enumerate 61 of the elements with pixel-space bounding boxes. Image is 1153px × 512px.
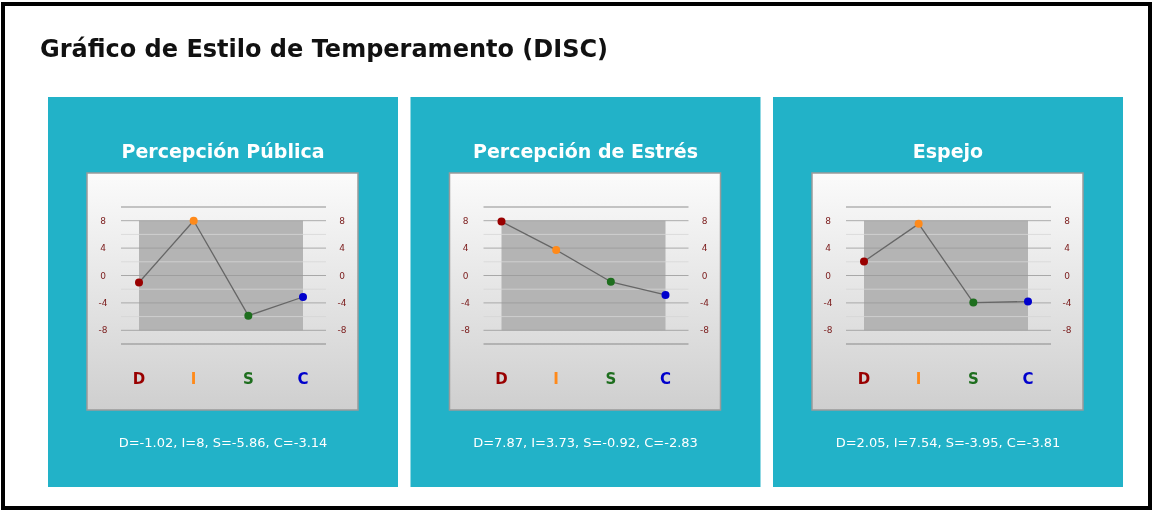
y2-tick-label: 8	[701, 215, 708, 226]
y2-tick-label: -4	[700, 298, 710, 309]
y-tick-label: -4	[461, 298, 471, 309]
x-tick-label: C	[1022, 370, 1034, 388]
x-tick-label: S	[242, 370, 254, 388]
x-tick-label: C	[297, 370, 309, 388]
point	[969, 298, 978, 307]
y2-tick-label: -8	[337, 325, 347, 336]
y-tick-label: 8	[100, 215, 107, 226]
y-tick-label: 8	[825, 215, 832, 226]
point	[497, 217, 506, 226]
text: D=7.87, I=3.73, S=-0.92, C=-2.83	[473, 435, 698, 450]
point	[860, 257, 868, 266]
y2-tick-label: 4	[339, 243, 346, 254]
x-tick-label: S	[605, 370, 617, 388]
y-tick-label: 0	[825, 270, 832, 281]
point	[189, 216, 198, 225]
text: D=2.05, I=7.54, S=-3.95, C=-3.81	[835, 435, 1061, 450]
chart-subtitle: Gráfico de Estilo de Temperamento (DISC)	[40, 35, 608, 63]
x-tick-label: I	[553, 370, 559, 388]
y2-tick-label: 0	[1064, 270, 1071, 281]
y2-tick-label: 4	[701, 243, 708, 254]
y-tick-label: -4	[98, 298, 108, 309]
point	[914, 219, 923, 228]
point	[135, 278, 143, 287]
point	[661, 290, 670, 299]
chart-title: Percepción Pública	[121, 140, 325, 162]
chart-title: Percepción de Estrés	[473, 140, 698, 162]
x-tick-label: D	[495, 370, 508, 388]
point	[606, 277, 615, 286]
y-tick-label: -8	[823, 325, 833, 336]
y2-tick-label: 8	[1064, 215, 1071, 226]
y-tick-label: 0	[100, 270, 107, 281]
x-tick-label: D	[132, 370, 146, 388]
y2-tick-label: -8	[700, 325, 710, 336]
y2-tick-label: 8	[339, 215, 346, 226]
y2-tick-label: -4	[1062, 298, 1072, 309]
y-tick-label: -8	[98, 325, 108, 336]
y2-tick-label: 0	[339, 270, 346, 281]
y2-tick-label: 0	[701, 270, 708, 281]
y-tick-label: 0	[462, 270, 469, 281]
y-tick-label: -8	[461, 325, 471, 336]
x-tick-label: C	[659, 370, 672, 388]
y-tick-label: -4	[823, 298, 833, 309]
point	[1024, 297, 1032, 306]
text: D=-1.02, I=8, S=-5.86, C=-3.14	[118, 435, 328, 450]
x-tick-label: S	[967, 370, 979, 388]
point	[299, 293, 307, 302]
x-tick-label: I	[190, 370, 197, 388]
y2-tick-label: 4	[1064, 243, 1071, 254]
y-tick-label: 4	[100, 243, 107, 254]
y-tick-label: 4	[825, 243, 832, 254]
x-tick-label: I	[915, 370, 922, 388]
point	[552, 245, 561, 254]
y2-tick-label: -4	[337, 298, 347, 309]
y-tick-label: 8	[462, 215, 469, 226]
point	[244, 311, 253, 320]
y-tick-label: 4	[462, 243, 469, 254]
y2-tick-label: -8	[1062, 325, 1072, 336]
chart-title: Espejo	[912, 140, 984, 162]
x-tick-label: D	[857, 370, 871, 388]
